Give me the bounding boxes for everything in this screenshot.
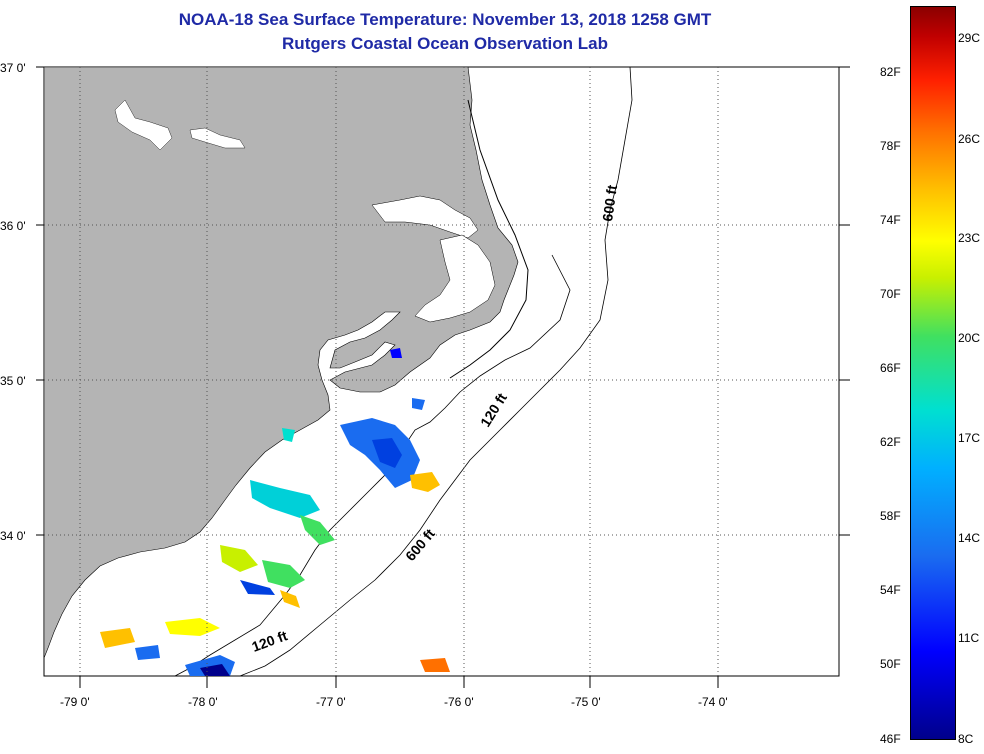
- colorbar-c-label: 20C: [958, 331, 980, 345]
- colorbar-f-label: 66F: [880, 361, 901, 375]
- lon-label: -79 0': [60, 695, 90, 709]
- lon-label: -74 0': [698, 695, 728, 709]
- colorbar-c-label: 8C: [958, 732, 974, 746]
- colorbar-f-label: 78F: [880, 139, 901, 153]
- colorbar-f-label: 54F: [880, 583, 901, 597]
- lat-label: 35 0': [0, 374, 26, 388]
- colorbar-c-label: 14C: [958, 531, 980, 545]
- lat-label: 37 0': [0, 61, 26, 75]
- colorbar-c-label: 26C: [958, 132, 980, 146]
- lon-label: -77 0': [316, 695, 346, 709]
- inland-lake: [189, 127, 246, 149]
- map-grid: [44, 67, 839, 676]
- colorbar-f-label: 46F: [880, 732, 901, 746]
- lon-label: -76 0': [444, 695, 474, 709]
- contour-600ft: [239, 66, 633, 677]
- lat-label: 36 0': [0, 219, 26, 233]
- colorbar-c-label: 17C: [958, 431, 980, 445]
- colorbar-f-label: 62F: [880, 435, 901, 449]
- inland-lake: [114, 99, 173, 151]
- sst-data-patches: [100, 348, 450, 676]
- colorbar-f-label: 58F: [880, 509, 901, 523]
- lon-label: -78 0': [188, 695, 218, 709]
- lat-label: 34 0': [0, 529, 26, 543]
- map-subtitle: Rutgers Coastal Ocean Observation Lab: [282, 34, 608, 53]
- colorbar-c-label: 29C: [958, 31, 980, 45]
- colorbar-f-label: 82F: [880, 65, 901, 79]
- albemarle-sound: [371, 195, 479, 239]
- colorbar-f-label: 74F: [880, 213, 901, 227]
- pamlico-sound: [414, 234, 496, 323]
- contour-label: 600 ft: [599, 184, 620, 223]
- outer-banks: [449, 99, 529, 379]
- colorbar-f-label: 50F: [880, 657, 901, 671]
- colorbar-f-label: 70F: [880, 287, 901, 301]
- axis-ticks: [36, 66, 850, 688]
- colorbar-c-label: 11C: [958, 631, 979, 645]
- colorbar-c-label: 23C: [958, 231, 980, 245]
- map-title: NOAA-18 Sea Surface Temperature: Novembe…: [178, 10, 712, 29]
- temperature-colorbar: [910, 6, 956, 740]
- lon-label: -75 0': [571, 695, 601, 709]
